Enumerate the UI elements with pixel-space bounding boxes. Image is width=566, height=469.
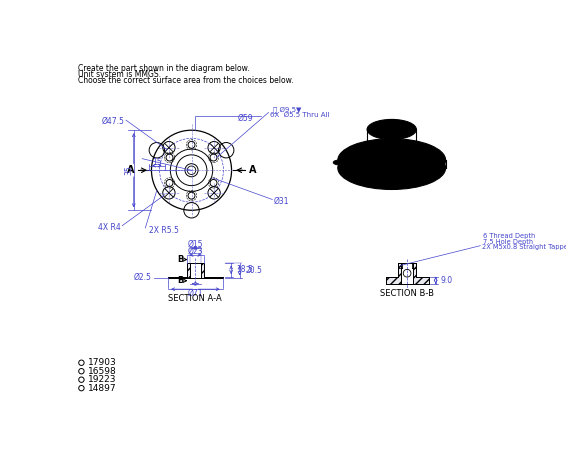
Polygon shape <box>385 263 401 284</box>
Text: B: B <box>177 276 183 285</box>
Text: Ø59: Ø59 <box>238 114 254 123</box>
Text: B: B <box>177 255 183 264</box>
Polygon shape <box>168 263 190 279</box>
Text: Ø31: Ø31 <box>274 197 289 205</box>
Ellipse shape <box>378 127 384 129</box>
Ellipse shape <box>344 161 349 163</box>
Text: SECTION A-A: SECTION A-A <box>169 294 222 303</box>
Text: Ø47.5: Ø47.5 <box>102 117 125 126</box>
Text: 2X R5.5: 2X R5.5 <box>149 226 179 235</box>
Text: Create the part shown in the diagram below.: Create the part shown in the diagram bel… <box>78 64 249 73</box>
Text: 16598: 16598 <box>88 367 117 376</box>
Text: 7.5 Hole Depth: 7.5 Hole Depth <box>483 239 534 245</box>
Text: 6X  Ø5.5 Thru All: 6X Ø5.5 Thru All <box>270 112 329 118</box>
Ellipse shape <box>403 143 408 147</box>
Ellipse shape <box>338 146 445 189</box>
Ellipse shape <box>405 149 410 151</box>
Ellipse shape <box>421 168 432 173</box>
Text: 14897: 14897 <box>88 384 116 393</box>
Text: A: A <box>248 165 256 175</box>
Text: Ø2.5: Ø2.5 <box>133 273 151 282</box>
Ellipse shape <box>400 127 406 129</box>
Ellipse shape <box>378 129 384 132</box>
Text: 6 Thread Depth: 6 Thread Depth <box>483 234 535 240</box>
Text: Ø15: Ø15 <box>187 240 203 249</box>
Ellipse shape <box>418 167 424 170</box>
Text: Ø23: Ø23 <box>187 247 203 256</box>
Text: ⌴ Ø9.5▼: ⌴ Ø9.5▼ <box>273 106 302 113</box>
Text: 15: 15 <box>152 158 162 167</box>
Text: 17903: 17903 <box>88 358 117 367</box>
Ellipse shape <box>333 160 344 165</box>
Text: 19223: 19223 <box>88 375 116 384</box>
Ellipse shape <box>338 139 445 182</box>
Text: A: A <box>127 165 135 175</box>
Text: 18.5: 18.5 <box>237 265 254 274</box>
Polygon shape <box>413 263 428 284</box>
Ellipse shape <box>383 126 400 133</box>
Text: Unit system is MMGS.: Unit system is MMGS. <box>78 70 161 79</box>
Ellipse shape <box>375 143 380 147</box>
Text: 20.5: 20.5 <box>245 266 262 275</box>
Text: 9.0: 9.0 <box>441 276 453 285</box>
Text: SECTION B-B: SECTION B-B <box>380 288 434 297</box>
Ellipse shape <box>405 146 415 151</box>
Text: Choose the correct surface area from the choices below.: Choose the correct surface area from the… <box>78 76 293 85</box>
Polygon shape <box>201 263 222 279</box>
Text: 2X M5x0.8 Straight Tapped Hole: 2X M5x0.8 Straight Tapped Hole <box>482 244 566 250</box>
Text: 35: 35 <box>125 166 134 175</box>
Ellipse shape <box>387 127 397 132</box>
Ellipse shape <box>367 120 417 139</box>
Ellipse shape <box>400 129 406 132</box>
Text: 4X R4: 4X R4 <box>98 223 121 232</box>
Text: Ø71: Ø71 <box>187 288 203 297</box>
